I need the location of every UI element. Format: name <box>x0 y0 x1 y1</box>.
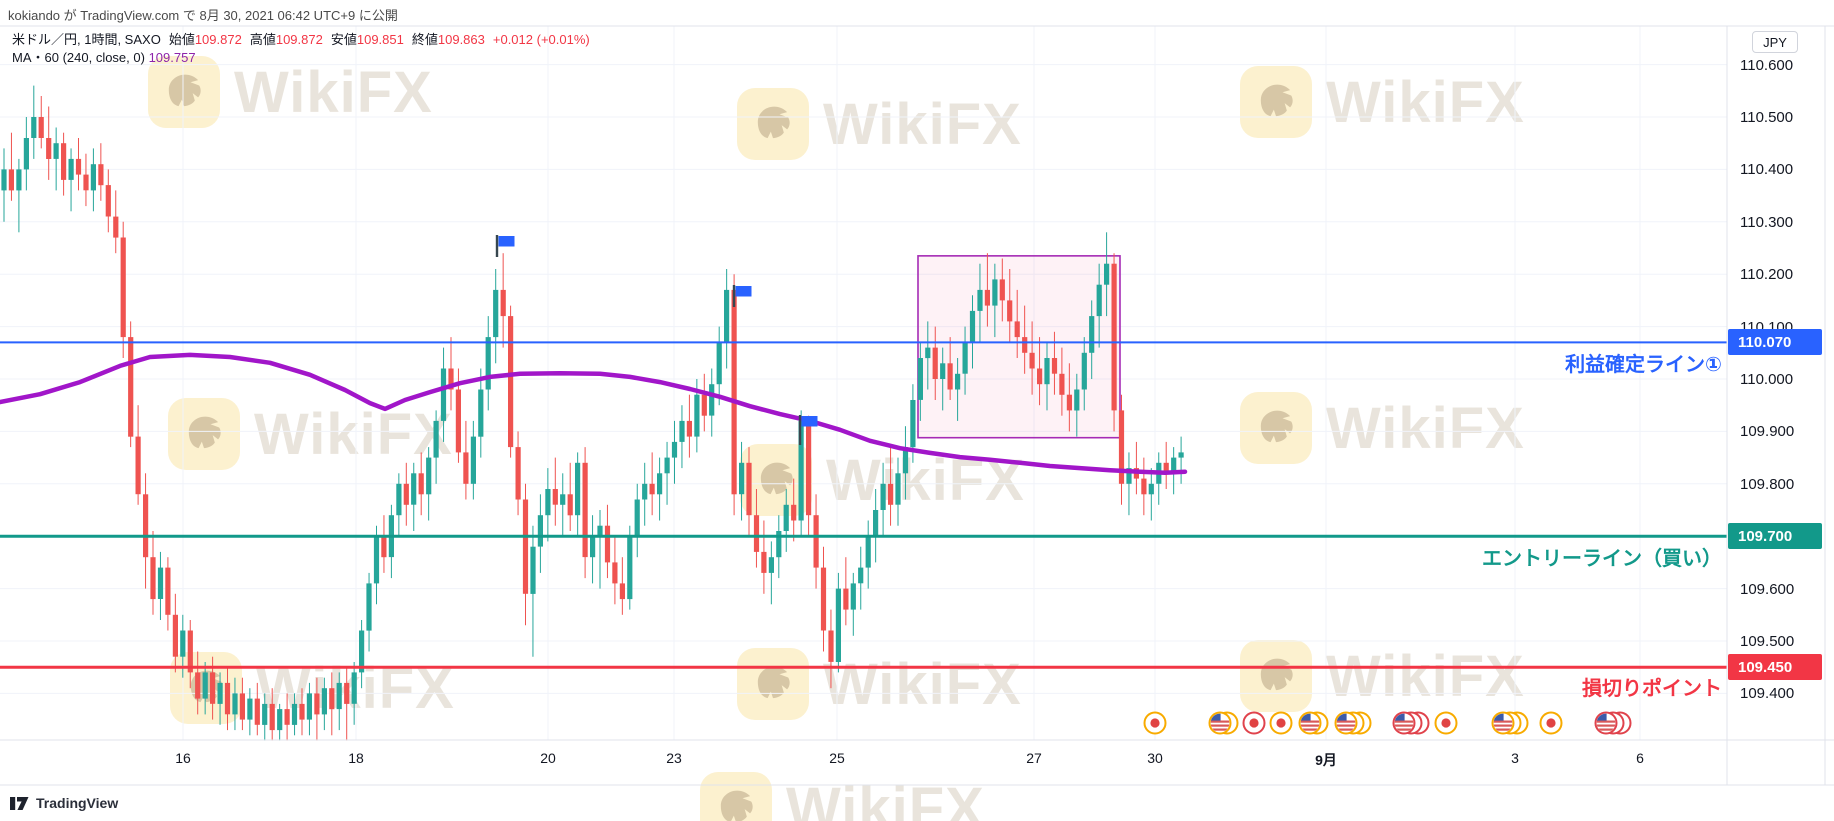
high-label: 高値 <box>249 32 276 47</box>
ma-value: 109.757 <box>148 50 196 65</box>
low-label: 安値 <box>330 32 357 47</box>
time-axis-label[interactable]: 18 <box>348 750 364 766</box>
time-axis-label[interactable]: 16 <box>175 750 191 766</box>
close-label: 終値 <box>411 32 438 47</box>
symbol-title[interactable]: 米ドル／円, 1時間, SAXO <box>12 32 161 47</box>
wikifx-eagle-icon <box>737 648 809 720</box>
economic-event-icon-jp[interactable] <box>1434 711 1458 735</box>
ma-label[interactable]: MA・60 (240, close, 0) <box>12 50 145 65</box>
price-level-badge: 109.450 <box>1728 654 1822 681</box>
price-tick: 110.300 <box>1740 213 1794 231</box>
wikifx-eagle-icon <box>1240 640 1312 712</box>
time-axis-label[interactable]: 20 <box>540 750 556 766</box>
price-tick: 110.600 <box>1740 56 1794 74</box>
wikifx-eagle-icon <box>1240 66 1312 138</box>
wikifx-eagle-icon <box>737 88 809 160</box>
price-tick: 109.600 <box>1740 580 1795 598</box>
economic-event-icon-us[interactable] <box>1392 711 1430 735</box>
wikifx-watermark-text: WikiFX <box>786 775 985 821</box>
level-label-stop-loss-line: 損切りポイント <box>1582 678 1722 700</box>
price-level-badge: 110.070 <box>1728 329 1822 356</box>
time-axis-label[interactable]: 25 <box>829 750 845 766</box>
time-axis-label[interactable]: 23 <box>666 750 682 766</box>
wikifx-watermark: WikiFX <box>1240 66 1525 138</box>
publish-header: kokiando が TradingView.com で 8月 30, 2021… <box>8 5 398 24</box>
wikifx-eagle-icon <box>1240 392 1312 464</box>
wikifx-watermark-text: WikiFX <box>1326 69 1525 135</box>
level-label-take-profit-line: 利益確定ライン① <box>1565 354 1722 376</box>
flag-marker[interactable] <box>732 285 752 307</box>
flag-marker[interactable] <box>495 235 515 257</box>
wikifx-watermark: WikiFX <box>737 648 1022 720</box>
open-value: 109.872 <box>194 32 242 47</box>
time-axis-label[interactable]: 6 <box>1636 750 1644 766</box>
price-tick: 110.500 <box>1740 109 1794 126</box>
time-axis-label[interactable]: 9月 <box>1315 752 1337 768</box>
wikifx-watermark-text: WikiFX <box>1326 643 1525 709</box>
price-tick: 109.500 <box>1740 633 1795 650</box>
wikifx-watermark: WikiFX <box>148 56 433 128</box>
range-box[interactable] <box>917 255 1121 439</box>
economic-event-icon-us[interactable] <box>1298 711 1329 735</box>
candlestick-series[interactable] <box>1 85 1184 741</box>
economic-event-icon-jp[interactable] <box>1143 711 1167 735</box>
wikifx-eagle-icon <box>148 56 220 128</box>
high-value: 109.872 <box>275 32 323 47</box>
wikifx-watermark-text: WikiFX <box>823 91 1022 157</box>
tradingview-logo-icon[interactable] <box>10 796 29 811</box>
ma-line[interactable] <box>0 352 1188 476</box>
price-tick: 109.800 <box>1740 475 1795 493</box>
wikifx-eagle-icon <box>168 398 240 470</box>
currency-axis-button[interactable]: JPY <box>1752 31 1798 53</box>
wikifx-watermark: WikiFX <box>1240 640 1525 712</box>
legend-ma-row: MA・60 (240, close, 0) 109.757 <box>12 49 590 67</box>
footer: TradingView <box>10 795 118 811</box>
tradingview-brand-text[interactable]: TradingView <box>36 795 119 811</box>
price-level-badge: 109.700 <box>1728 523 1822 550</box>
chart-legend[interactable]: 米ドル／円, 1時間, SAXO 始値109.872 高値109.872 安値109.… <box>12 31 590 67</box>
time-axis-label[interactable]: 3 <box>1511 750 1519 766</box>
economic-event-icon-us[interactable] <box>1594 711 1632 735</box>
wikifx-watermark: WikiFX <box>737 88 1022 160</box>
economic-event-icon-jp[interactable] <box>1269 711 1293 735</box>
price-tick: 110.000 <box>1740 371 1794 388</box>
wikifx-watermark: WikiFX <box>700 772 985 821</box>
wikifx-watermark: WikiFX <box>168 398 453 470</box>
economic-event-icon-us[interactable] <box>1208 711 1239 735</box>
currency-label: JPY <box>1763 34 1787 50</box>
price-tick: 110.400 <box>1740 161 1794 179</box>
time-axis-label[interactable]: 30 <box>1147 750 1163 766</box>
change-value: +0.012 (+0.01%) <box>492 32 590 47</box>
time-axis-label[interactable]: 27 <box>1026 750 1042 766</box>
economic-event-icon-us[interactable] <box>1334 711 1372 735</box>
legend-ohlc-row: 米ドル／円, 1時間, SAXO 始値109.872 高値109.872 安値109.… <box>12 31 590 49</box>
economic-event-icon-jp[interactable] <box>1242 711 1266 735</box>
wikifx-watermark-text: WikiFX <box>254 401 453 467</box>
wikifx-watermark-text: WikiFX <box>823 651 1022 717</box>
level-label-entry-line: エントリーライン（買い） <box>1482 548 1722 570</box>
price-tick: 109.400 <box>1740 685 1795 703</box>
wikifx-watermark-text: WikiFX <box>1326 395 1525 461</box>
price-tick: 109.900 <box>1740 423 1795 441</box>
wikifx-eagle-icon <box>700 772 772 821</box>
publish-text: kokiando が TradingView.com で 8月 30, 2021… <box>8 8 398 23</box>
price-tick: 110.200 <box>1740 266 1794 284</box>
close-value: 109.863 <box>437 32 485 47</box>
wikifx-watermark-text: WikiFX <box>234 59 433 125</box>
open-label: 始値 <box>168 32 195 47</box>
flag-marker[interactable] <box>798 415 818 445</box>
low-value: 109.851 <box>356 32 404 47</box>
economic-event-icon-jp[interactable] <box>1539 711 1563 735</box>
wikifx-watermark: WikiFX <box>1240 392 1525 464</box>
economic-event-icon-us[interactable] <box>1491 711 1529 735</box>
